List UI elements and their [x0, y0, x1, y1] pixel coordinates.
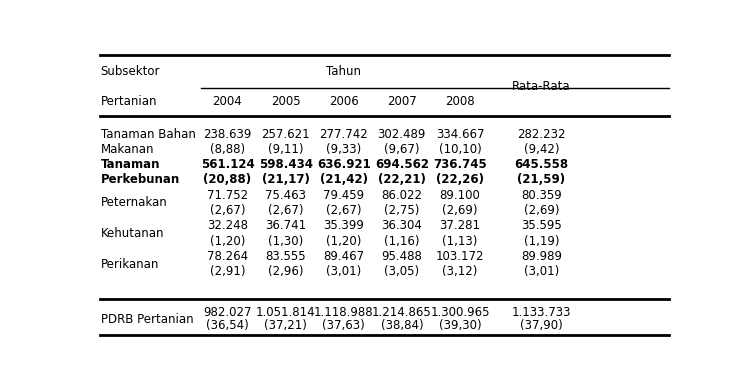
Text: (36,54): (36,54): [206, 319, 249, 332]
Text: 2004: 2004: [212, 95, 242, 108]
Text: (21,42): (21,42): [320, 173, 368, 186]
Text: 32.248: 32.248: [207, 219, 248, 232]
Text: 1.214.865: 1.214.865: [372, 306, 432, 319]
Text: (20,88): (20,88): [203, 173, 251, 186]
Text: 561.124: 561.124: [200, 158, 254, 171]
Text: (2,69): (2,69): [442, 204, 478, 217]
Text: (2,67): (2,67): [268, 204, 303, 217]
Text: (9,67): (9,67): [384, 143, 419, 156]
Text: (9,42): (9,42): [524, 143, 559, 156]
Text: (9,11): (9,11): [268, 143, 303, 156]
Text: 35.595: 35.595: [521, 219, 562, 232]
Text: 89.989: 89.989: [520, 250, 562, 263]
Text: 636.921: 636.921: [316, 158, 370, 171]
Text: (2,67): (2,67): [326, 204, 362, 217]
Text: (37,90): (37,90): [520, 319, 562, 332]
Text: (1,16): (1,16): [384, 235, 419, 248]
Text: 736.745: 736.745: [433, 158, 487, 171]
Text: (1,20): (1,20): [326, 235, 362, 248]
Text: 86.022: 86.022: [381, 189, 422, 202]
Text: Perkebunan: Perkebunan: [100, 173, 180, 186]
Text: (21,17): (21,17): [262, 173, 310, 186]
Text: Kehutanan: Kehutanan: [100, 227, 164, 240]
Text: Subsektor: Subsektor: [100, 65, 160, 78]
Text: (37,63): (37,63): [322, 319, 365, 332]
Text: (2,91): (2,91): [210, 265, 245, 278]
Text: 282.232: 282.232: [517, 128, 566, 141]
Text: PDRB Pertanian: PDRB Pertanian: [100, 313, 194, 326]
Text: 83.555: 83.555: [266, 250, 306, 263]
Text: (22,26): (22,26): [436, 173, 484, 186]
Text: 1.133.733: 1.133.733: [512, 306, 571, 319]
Text: 257.621: 257.621: [261, 128, 310, 141]
Text: 71.752: 71.752: [207, 189, 248, 202]
Text: (38,84): (38,84): [380, 319, 423, 332]
Text: 334.667: 334.667: [436, 128, 484, 141]
Text: 37.281: 37.281: [440, 219, 481, 232]
Text: 238.639: 238.639: [203, 128, 251, 141]
Text: (2,96): (2,96): [268, 265, 303, 278]
Text: (2,69): (2,69): [524, 204, 559, 217]
Text: (22,21): (22,21): [378, 173, 426, 186]
Text: 78.264: 78.264: [207, 250, 248, 263]
Text: 36.741: 36.741: [265, 219, 306, 232]
Text: 1.300.965: 1.300.965: [430, 306, 490, 319]
Text: (37,21): (37,21): [264, 319, 307, 332]
Text: (2,67): (2,67): [210, 204, 245, 217]
Text: 598.434: 598.434: [259, 158, 313, 171]
Text: Tanaman: Tanaman: [100, 158, 160, 171]
Text: 1.051.814: 1.051.814: [256, 306, 315, 319]
Text: (1,20): (1,20): [210, 235, 245, 248]
Text: 35.399: 35.399: [323, 219, 364, 232]
Text: 79.459: 79.459: [323, 189, 364, 202]
Text: 80.359: 80.359: [521, 189, 562, 202]
Text: (1,13): (1,13): [442, 235, 478, 248]
Text: (3,01): (3,01): [326, 265, 362, 278]
Text: (9,33): (9,33): [326, 143, 362, 156]
Text: 982.027: 982.027: [203, 306, 252, 319]
Text: Peternakan: Peternakan: [100, 196, 167, 209]
Text: 36.304: 36.304: [381, 219, 422, 232]
Text: 2008: 2008: [446, 95, 475, 108]
Text: 103.172: 103.172: [436, 250, 484, 263]
Text: 694.562: 694.562: [375, 158, 429, 171]
Text: (10,10): (10,10): [439, 143, 482, 156]
Text: (1,30): (1,30): [268, 235, 303, 248]
Text: 2007: 2007: [387, 95, 417, 108]
Text: Pertanian: Pertanian: [100, 95, 158, 108]
Text: 95.488: 95.488: [381, 250, 422, 263]
Text: 2005: 2005: [271, 95, 300, 108]
Text: Rata-Rata: Rata-Rata: [512, 80, 571, 93]
Text: 2006: 2006: [328, 95, 358, 108]
Text: (21,59): (21,59): [518, 173, 566, 186]
Text: 645.558: 645.558: [514, 158, 568, 171]
Text: Tahun: Tahun: [326, 65, 362, 78]
Text: 277.742: 277.742: [320, 128, 368, 141]
Text: (1,19): (1,19): [524, 235, 559, 248]
Text: 75.463: 75.463: [265, 189, 306, 202]
Text: (3,01): (3,01): [524, 265, 559, 278]
Text: (3,12): (3,12): [442, 265, 478, 278]
Text: (39,30): (39,30): [439, 319, 482, 332]
Text: (2,75): (2,75): [384, 204, 419, 217]
Text: (3,05): (3,05): [384, 265, 419, 278]
Text: (8,88): (8,88): [210, 143, 245, 156]
Text: 1.118.988: 1.118.988: [314, 306, 374, 319]
Text: Makanan: Makanan: [100, 143, 154, 156]
Text: Perikanan: Perikanan: [100, 257, 159, 270]
Text: Tanaman Bahan: Tanaman Bahan: [100, 128, 196, 141]
Text: 302.489: 302.489: [377, 128, 426, 141]
Text: 89.467: 89.467: [323, 250, 364, 263]
Text: 89.100: 89.100: [440, 189, 480, 202]
